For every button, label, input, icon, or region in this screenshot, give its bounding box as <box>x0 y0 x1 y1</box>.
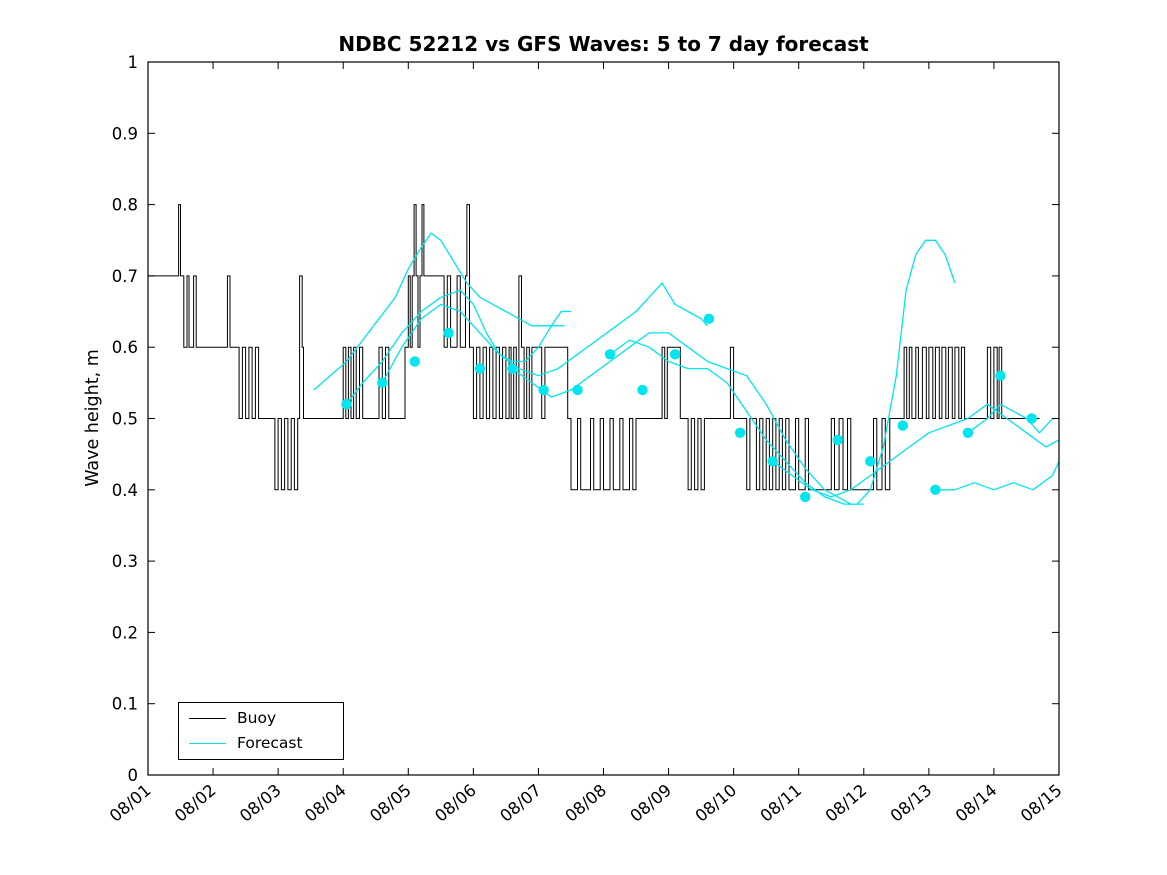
forecast-marker <box>800 491 811 503</box>
y-tick-label: 0.5 <box>112 410 138 429</box>
y-tick-label: 0.9 <box>112 124 138 143</box>
y-tick-label: 0.8 <box>112 196 138 215</box>
x-tick-label: 08/08 <box>561 781 610 826</box>
forecast-marker <box>538 384 549 396</box>
legend-swatch-forecast <box>189 742 226 744</box>
x-tick-label: 08/03 <box>236 781 285 826</box>
y-tick-label: 0.4 <box>112 481 138 500</box>
forecast-run-line-5 <box>772 403 1060 498</box>
forecast-marker <box>962 427 974 438</box>
legend-swatch-buoy <box>189 718 226 720</box>
forecast-run-line-1 <box>345 289 571 405</box>
x-tick-label: 08/01 <box>106 781 155 826</box>
forecast-marker <box>507 363 518 374</box>
x-tick-label: 08/07 <box>496 781 545 826</box>
forecast-marker <box>669 349 681 360</box>
legend-item-forecast: Forecast <box>189 733 329 752</box>
forecast-marker <box>572 384 583 396</box>
x-tick-label: 08/02 <box>171 781 220 826</box>
x-tick-label: 08/04 <box>301 781 350 826</box>
legend: Buoy Forecast <box>178 702 344 760</box>
legend-label-forecast: Forecast <box>237 733 303 752</box>
forecast-run-line-0 <box>313 232 565 391</box>
x-tick-label: 08/13 <box>887 781 936 826</box>
forecast-marker <box>734 427 746 438</box>
forecast-run-line-7 <box>967 403 1059 434</box>
forecast-marker <box>604 349 616 360</box>
y-tick-label: 0 <box>128 766 139 785</box>
y-tick-label: 0.1 <box>112 695 138 714</box>
forecast-marker <box>1026 413 1037 424</box>
y-tick-label: 1 <box>128 53 139 72</box>
x-tick-label: 08/05 <box>366 781 415 826</box>
forecast-run-line-6 <box>935 461 1060 491</box>
forecast-marker <box>409 356 420 367</box>
axes-box <box>147 61 1060 776</box>
forecast-marker <box>637 384 648 396</box>
forecast-marker <box>377 377 388 388</box>
x-tick-label: 08/06 <box>431 781 480 826</box>
x-tick-label: 08/09 <box>626 781 675 826</box>
x-tick-label: 08/14 <box>952 781 1001 826</box>
forecast-marker <box>767 456 778 467</box>
forecast-marker <box>832 434 843 446</box>
forecast-marker <box>897 420 908 431</box>
x-tick-label: 08/11 <box>757 781 806 826</box>
forecast-run-line-4 <box>609 239 956 505</box>
legend-item-buoy: Buoy <box>189 709 329 727</box>
forecast-marker <box>865 456 876 467</box>
forecast-marker <box>703 313 715 324</box>
x-tick-label: 08/12 <box>822 781 871 826</box>
x-tick-label: 08/15 <box>1017 781 1066 826</box>
y-tick-label: 0.2 <box>112 623 138 642</box>
forecast-marker <box>930 484 941 495</box>
legend-label-buoy: Buoy <box>237 709 277 727</box>
x-tick-label: 08/10 <box>692 781 741 826</box>
y-tick-label: 0.6 <box>112 338 138 357</box>
forecast-run-line-2 <box>381 282 709 384</box>
y-tick-label: 0.7 <box>112 267 138 286</box>
y-tick-label: 0.3 <box>112 552 138 571</box>
forecast-marker <box>995 370 1006 381</box>
forecast-marker <box>443 327 454 339</box>
buoy-series-line <box>148 204 1040 491</box>
forecast-marker <box>341 399 352 410</box>
forecast-marker <box>474 363 486 374</box>
chart-title: NDBC 52212 vs GFS Waves: 5 to 7 day fore… <box>338 32 869 56</box>
